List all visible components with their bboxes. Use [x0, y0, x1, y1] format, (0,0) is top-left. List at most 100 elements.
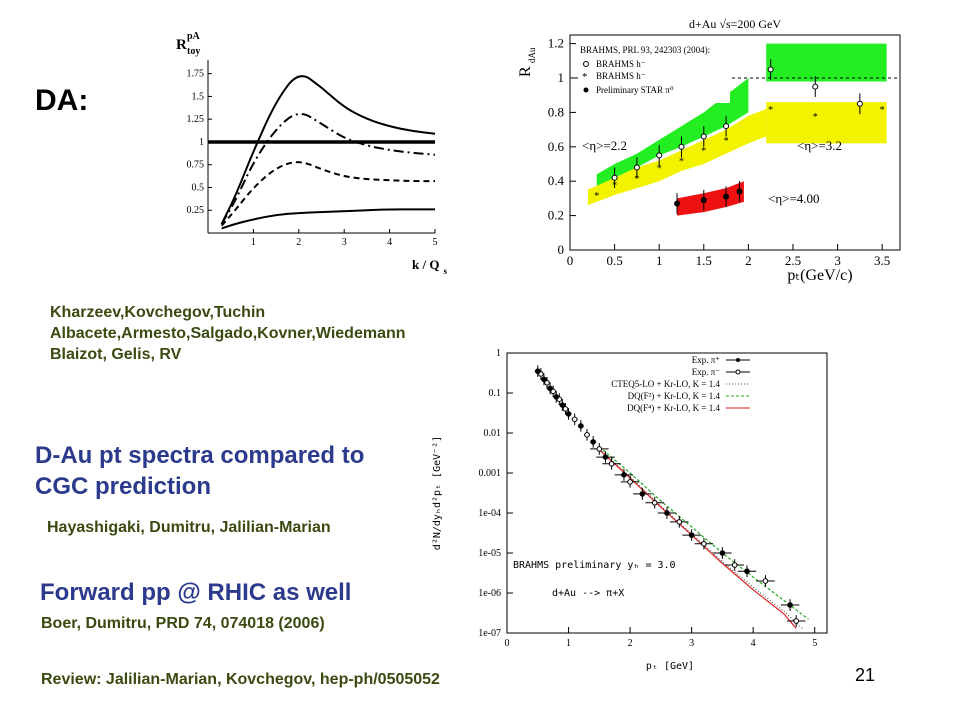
data-point-filled	[674, 200, 681, 207]
theory-curve	[598, 449, 797, 629]
data-point-pi-plus	[590, 439, 596, 445]
x-tick-label: 0	[505, 638, 510, 649]
annotation-reaction: d+Au --> π+X	[552, 588, 624, 599]
data-point-pi-minus	[627, 479, 633, 485]
y-tick-label: 0.5	[192, 182, 205, 193]
y-tick-label: 1.75	[187, 69, 205, 80]
data-point-pi-plus	[559, 402, 566, 408]
data-point-star: *	[701, 146, 706, 157]
annotation-eta-40: <η>=4.00	[768, 191, 820, 206]
rdau-title: d+Au √s=200 GeV	[689, 17, 781, 31]
y-tick-label: 1	[496, 348, 501, 359]
reference-line: Blaizot, Gelis, RV	[50, 346, 182, 363]
x-tick-label: 1	[656, 253, 663, 268]
theory-curve	[598, 446, 809, 620]
legend-entry: Preliminary STAR π⁰	[596, 85, 674, 95]
data-point-star: *	[679, 157, 684, 168]
data-point-open	[611, 174, 618, 181]
review-reference: Review: Jalilian-Marian, Kovchegov, hep-…	[41, 671, 440, 688]
y-tick-label: 1.25	[187, 114, 205, 125]
spectra-legend: Exp. π⁺ Exp. π⁻ CTEQ5-LO + Kr-LO, K = 1.…	[611, 355, 750, 413]
rtoy-ylabel-sup: pA	[187, 31, 201, 42]
rdau-legend: BRAHMS, PRL 93, 242303 (2004): BRAHMS h⁻…	[578, 43, 730, 103]
data-point-pi-plus	[744, 568, 750, 575]
data-point-pi-plus	[621, 472, 627, 478]
reference-line: Kharzeev,Kovchegov,Tuchin	[50, 304, 266, 321]
data-point-pi-plus	[664, 510, 670, 516]
data-point-filled	[723, 193, 730, 200]
systematic-band	[766, 43, 887, 82]
rtoy-xlabel: k / Q	[412, 257, 439, 272]
systematic-band	[596, 78, 749, 189]
chart-rdau: 0 0.2 0.4 0.6 0.8 1 1.2 0 0.5 1 1.5 2 2.5 3 3.5 * * * * * * *…	[517, 17, 901, 284]
data-point-pi-plus	[553, 394, 560, 400]
data-point-pi-plus	[719, 550, 726, 556]
data-point-pi-plus	[639, 491, 646, 497]
annotation-eta-22: <η>=2.2	[582, 138, 627, 153]
rtoy-ylabel: R	[176, 37, 187, 53]
data-point-star: *	[594, 191, 599, 202]
data-point-open	[767, 66, 774, 73]
data-point-pi-minus	[562, 406, 569, 412]
data-point-pi-minus	[731, 562, 738, 568]
star-marker-icon: *	[582, 71, 588, 83]
legend-entry: DQ(F⁴) + Kr-LO, K = 1.4	[627, 403, 720, 413]
data-point-pi-minus	[571, 416, 578, 423]
y-tick-label: 0.8	[548, 104, 564, 119]
data-point-pi-minus	[584, 432, 590, 438]
reference-line: Albacete,Armesto,Salgado,Kovner,Wiedeman…	[50, 325, 406, 342]
x-tick-label: 2	[745, 253, 752, 268]
heading-forward-pp: Forward pp @ RHIC as well	[40, 579, 352, 606]
data-point-pi-plus	[688, 532, 695, 538]
y-tick-label: 1e-07	[478, 628, 501, 639]
x-tick-label: 0.5	[606, 253, 622, 268]
data-point-pi-minus	[762, 578, 769, 584]
y-tick-label: 1e-05	[478, 548, 501, 559]
rtoy-curve	[221, 208, 435, 230]
legend-entry: DQ(F²) + Kr-LO, K = 1.4	[628, 391, 721, 401]
rtoy-curve	[220, 75, 436, 225]
x-tick-label: 2	[628, 638, 633, 649]
data-point-star: *	[768, 105, 773, 116]
page-number: 21	[855, 665, 876, 685]
y-tick-label: 0.6	[548, 139, 565, 154]
data-point-pi-plus	[534, 368, 541, 375]
y-tick-label: 1.2	[548, 36, 564, 51]
y-tick-label: 0.25	[187, 205, 205, 216]
data-point-pi-minus	[608, 460, 615, 467]
y-tick-label: 1e-04	[478, 508, 501, 519]
rtoy-ylabel-sub: toy	[187, 46, 200, 57]
rdau-ylabel: R	[517, 66, 534, 77]
y-tick-label: 0.01	[484, 428, 502, 439]
data-point-filled	[700, 197, 707, 204]
legend-entry: BRAHMS h⁻	[596, 59, 646, 69]
references-block-3: Boer, Dumitru, PRD 74, 074018 (2006)	[41, 615, 325, 632]
x-tick-label: 3	[342, 237, 347, 248]
rdau-xlabel: pₜ(GeV/c)	[787, 267, 852, 284]
legend-entry: BRAHMS h⁻	[596, 71, 646, 81]
heading-line: D-Au pt spectra compared to	[35, 442, 365, 469]
x-tick-label: 5	[812, 638, 817, 649]
x-tick-label: 1	[566, 638, 571, 649]
y-tick-label: 1	[558, 70, 565, 85]
data-point-open	[678, 143, 685, 150]
x-tick-label: 5	[433, 237, 438, 248]
x-tick-label: 3.5	[874, 253, 890, 268]
x-tick-label: 1.5	[696, 253, 712, 268]
data-point-pi-minus	[596, 446, 603, 452]
spectra-xlabel: pₜ [GeV]	[646, 661, 694, 672]
data-point-open	[633, 164, 640, 171]
x-tick-label: 3	[834, 253, 841, 268]
x-tick-label: 1	[251, 237, 256, 248]
da-label: DA:	[35, 84, 89, 117]
y-tick-label: 1.5	[192, 91, 205, 102]
y-tick-label: 0.1	[489, 388, 502, 399]
data-point-open	[656, 152, 663, 159]
data-point-star: *	[612, 181, 617, 192]
data-point-pi-plus	[787, 602, 793, 608]
x-tick-label: 2	[296, 237, 301, 248]
x-tick-label: 4	[751, 638, 756, 649]
chart-rtoy: 0.25 0.5 0.75 1 1.25 1.5 1.75 1 2 3 4 5 R pA toy k …	[176, 31, 447, 276]
data-point-open	[723, 123, 730, 130]
